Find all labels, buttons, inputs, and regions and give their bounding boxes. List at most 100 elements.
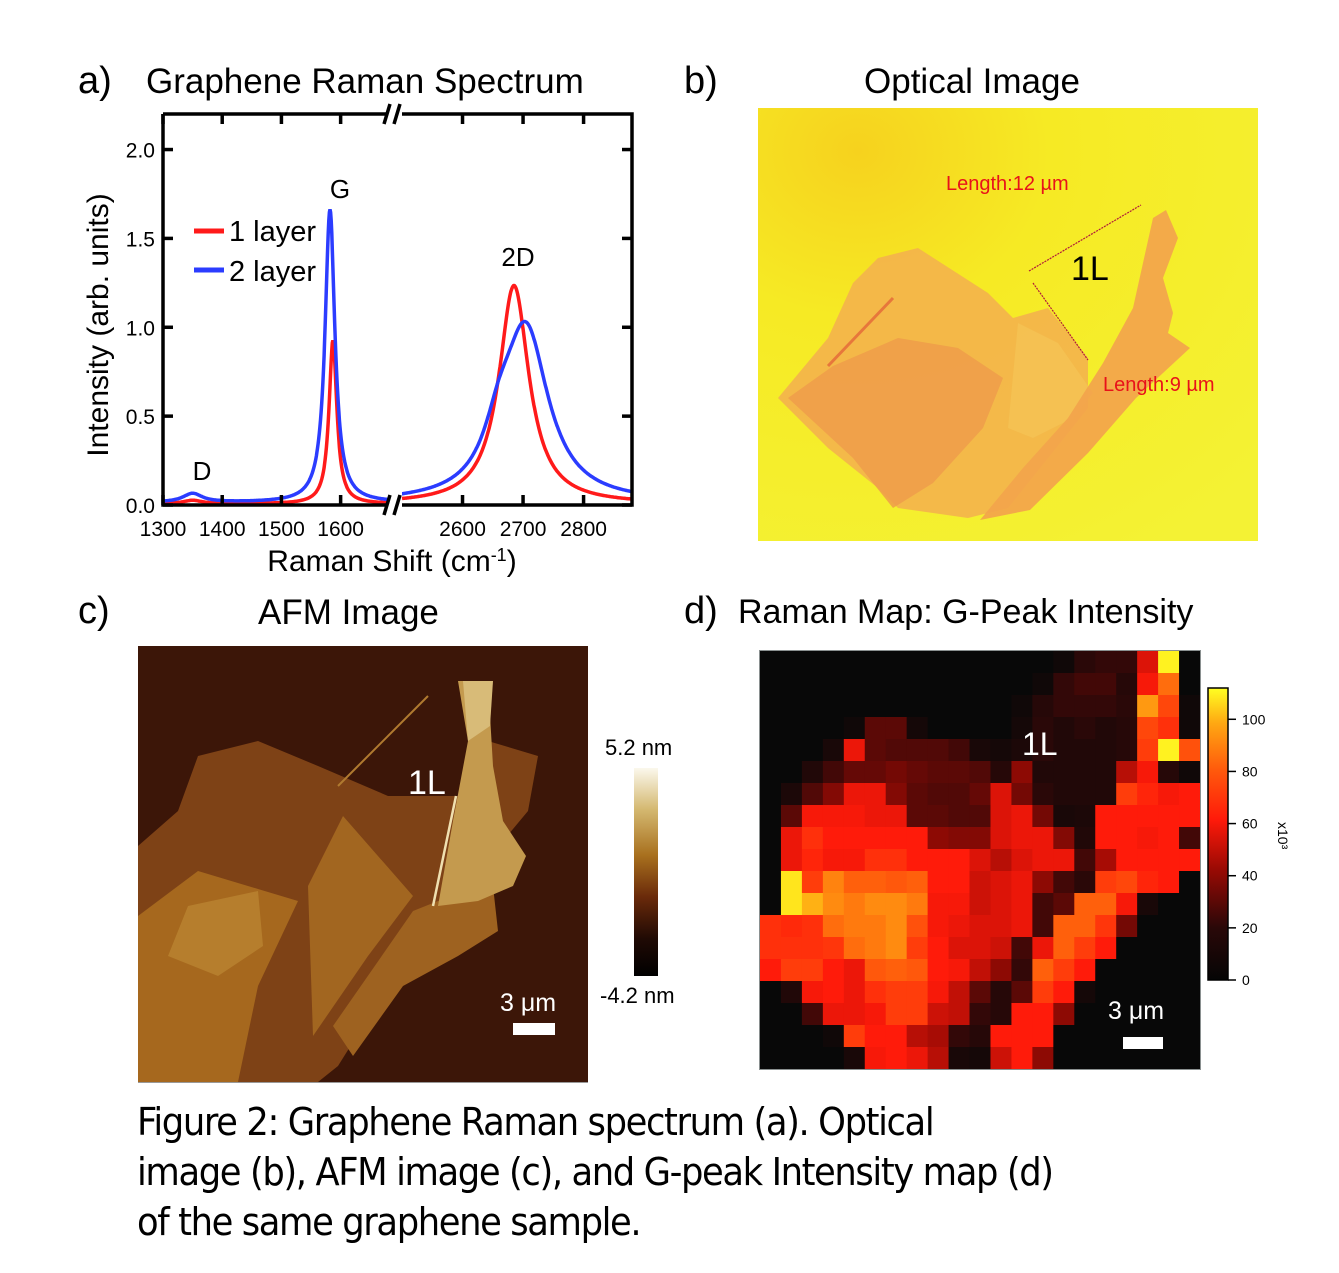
heatmap-cell-r10-c17 <box>1116 871 1138 894</box>
heatmap-cell-r11-c18 <box>1137 893 1159 916</box>
heatmap-cell-r8-c17 <box>1116 827 1138 850</box>
heatmap-cell-r4-c20 <box>1179 739 1200 762</box>
heatmap-cell-r10-c11 <box>990 871 1012 894</box>
raman-map-colorbar: 0 20 40 60 80 100 x10³ <box>1207 687 1291 988</box>
heatmap-cell-r12-c4 <box>843 915 866 938</box>
figure-caption: Figure 2: Graphene Raman spectrum (a). O… <box>137 1097 1054 1247</box>
heatmap-cell-r7-c4 <box>843 805 866 828</box>
measure-line-12um <box>1028 204 1142 272</box>
heatmap-cell-r3-c4 <box>843 717 866 740</box>
heatmap-cell-r17-c6 <box>885 1025 908 1048</box>
heatmap-cell-r17-c7 <box>906 1025 929 1048</box>
y-tick-label-0.5: 0.5 <box>126 406 155 429</box>
heatmap-cell-r1-c19 <box>1158 673 1180 696</box>
raman-map-scale-bar <box>1123 1037 1163 1049</box>
heatmap-cell-r8-c0 <box>760 827 782 850</box>
y-tick-label-1.5: 1.5 <box>126 228 155 251</box>
heatmap-cell-r9-c13 <box>1032 849 1054 872</box>
x-tick-label-2600: 2600 <box>439 518 486 541</box>
raman-spectrum-chart: 1300 1400 1500 1600 2600 2700 2800 0.0 0.5 1.0 1.5… <box>82 103 634 578</box>
heatmap-cell-r4-c2 <box>801 739 824 762</box>
heatmap-cell-r15-c7 <box>906 981 929 1004</box>
heatmap-cell-r15-c8 <box>927 981 950 1004</box>
heatmap-cell-r12-c1 <box>780 915 803 938</box>
heatmap-cell-r12-c10 <box>969 915 991 938</box>
heatmap-cell-r7-c3 <box>822 805 845 828</box>
heatmap-cell-r2-c1 <box>780 695 803 718</box>
plot-frame <box>161 112 634 507</box>
heatmap-cell-r17-c11 <box>990 1025 1012 1048</box>
heatmap-cell-r18-c17 <box>1116 1047 1138 1069</box>
heatmap-cell-r8-c18 <box>1137 827 1159 850</box>
heatmap-cell-r12-c14 <box>1053 915 1075 938</box>
heatmap-cell-r13-c17 <box>1116 937 1138 960</box>
heatmap-cell-r15-c15 <box>1074 981 1096 1004</box>
heatmap-cell-r10-c2 <box>801 871 824 894</box>
legend-label-2-layer: 2 layer <box>229 256 316 288</box>
heatmap-cell-r4-c12 <box>1011 739 1033 762</box>
heatmap-cell-r12-c11 <box>990 915 1012 938</box>
heatmap-cell-r1-c16 <box>1095 673 1117 696</box>
heatmap-cell-r18-c15 <box>1074 1047 1096 1069</box>
heatmap-cell-r2-c8 <box>927 695 950 718</box>
heatmap-cell-r1-c10 <box>969 673 991 696</box>
heatmap-cell-r10-c14 <box>1053 871 1075 894</box>
heatmap-cell-r12-c15 <box>1074 915 1096 938</box>
heatmap-cell-r13-c3 <box>822 937 845 960</box>
heatmap-cell-r8-c4 <box>843 827 866 850</box>
colorbar-tick-label-60: 60 <box>1242 816 1258 832</box>
heatmap-cell-r9-c15 <box>1074 849 1096 872</box>
heatmap-cell-r0-c8 <box>927 651 950 674</box>
heatmap-cell-r17-c15 <box>1074 1025 1096 1048</box>
heatmap-cell-r12-c19 <box>1158 915 1180 938</box>
heatmap-cell-r8-c3 <box>822 827 845 850</box>
heatmap-cell-r4-c13 <box>1032 739 1054 762</box>
heatmap-cell-r6-c4 <box>843 783 866 806</box>
heatmap-cell-r12-c3 <box>822 915 845 938</box>
heatmap-cell-r9-c10 <box>969 849 991 872</box>
heatmap-cell-r18-c7 <box>906 1047 929 1069</box>
afm-bright-edge-line <box>431 795 458 907</box>
heatmap-cell-r15-c11 <box>990 981 1012 1004</box>
heatmap-cell-r12-c2 <box>801 915 824 938</box>
panel-a-letter: a) <box>78 60 112 102</box>
heatmap-cell-r18-c8 <box>927 1047 950 1069</box>
heatmap-cell-r9-c6 <box>885 849 908 872</box>
heatmap-cell-r12-c6 <box>885 915 908 938</box>
heatmap-cell-r10-c4 <box>843 871 866 894</box>
heatmap-cell-r8-c1 <box>780 827 803 850</box>
heatmap-cell-r17-c19 <box>1158 1025 1180 1048</box>
heatmap-cell-r6-c17 <box>1116 783 1138 806</box>
heatmap-cell-r5-c10 <box>969 761 991 784</box>
heatmap-cell-r1-c11 <box>990 673 1012 696</box>
heatmap-cell-r10-c1 <box>780 871 803 894</box>
axis-break-mark-bottom-1 <box>382 494 392 516</box>
heatmap-cell-r3-c3 <box>822 717 845 740</box>
heatmap-cell-r8-c20 <box>1179 827 1200 850</box>
measure-label-9um: Length:9 µm <box>1103 374 1215 396</box>
heatmap-cell-r11-c6 <box>885 893 908 916</box>
afm-flake-bright-patch <box>168 891 263 976</box>
panel-b-title: Optical Image <box>864 62 1080 101</box>
heatmap-cell-r14-c13 <box>1032 959 1054 982</box>
heatmap-cell-r5-c20 <box>1179 761 1200 784</box>
afm-colorbar-max-label: 5.2 nm <box>605 735 673 760</box>
heatmap-cell-r14-c19 <box>1158 959 1180 982</box>
heatmap-cell-r0-c5 <box>864 651 887 674</box>
y-tick-label-0: 0.0 <box>126 495 155 518</box>
heatmap-cell-r0-c20 <box>1179 651 1200 674</box>
heatmap-cell-r3-c14 <box>1053 717 1075 740</box>
heatmap-cell-r15-c20 <box>1179 981 1200 1004</box>
heatmap-cell-r10-c5 <box>864 871 887 894</box>
heatmap-cell-r17-c13 <box>1032 1025 1054 1048</box>
heatmap-cell-r9-c1 <box>780 849 803 872</box>
heatmap-cell-r12-c0 <box>760 915 782 938</box>
heatmap-cell-r12-c8 <box>927 915 950 938</box>
heatmap-cell-r8-c6 <box>885 827 908 850</box>
heatmap-cell-r17-c8 <box>927 1025 950 1048</box>
heatmap-cell-r6-c11 <box>990 783 1012 806</box>
heatmap-cell-r2-c9 <box>948 695 971 718</box>
afm-flake-region-middle <box>308 816 413 1036</box>
heatmap-cell-r1-c5 <box>864 673 887 696</box>
heatmap-cell-r15-c5 <box>864 981 887 1004</box>
